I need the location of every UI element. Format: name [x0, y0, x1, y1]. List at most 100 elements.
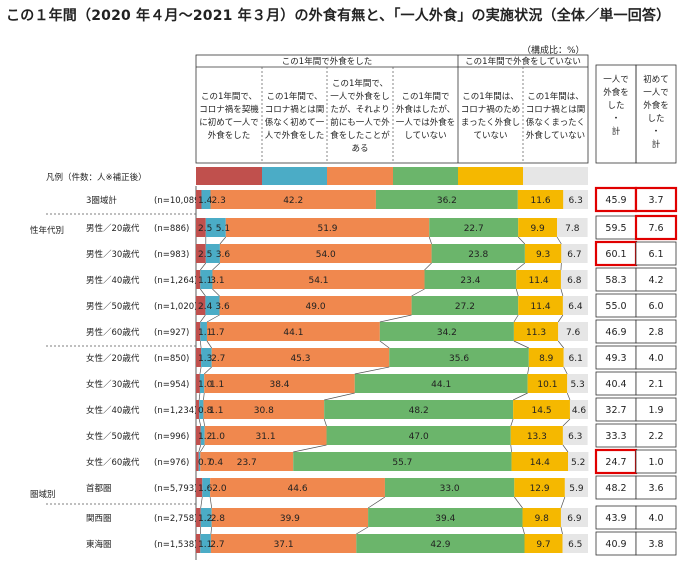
sum2-cell [635, 371, 677, 396]
segment-connector [516, 262, 526, 271]
bar-segment-2 [205, 218, 226, 237]
bar-segment-5 [518, 296, 563, 315]
bar-segment-1 [196, 190, 202, 209]
header-category-5-line: コロナ禍のため [461, 104, 521, 115]
unit-note: （構成比：%） [522, 46, 585, 56]
sum2-cell [635, 423, 677, 448]
data-label: 2.3 [211, 196, 225, 206]
legend-swatch-5 [458, 167, 523, 185]
header-category-3-line: 一人で外食をし [330, 91, 390, 102]
data-label: 11.4 [531, 302, 551, 312]
segment-connector [198, 392, 201, 401]
data-label: 27.2 [455, 302, 475, 312]
bar-segment-4 [389, 348, 529, 367]
bar-segment-1 [196, 270, 201, 289]
data-label: 1.7 [210, 328, 224, 338]
row-label: 3圏域計 [86, 195, 117, 206]
segment-connector [212, 262, 221, 271]
sum2-cell [635, 267, 677, 292]
sum2-value: 1.9 [648, 405, 663, 416]
data-label: 12.9 [530, 484, 550, 494]
group-label-sex-age: 性年代別 [30, 225, 64, 236]
data-label: 38.4 [269, 380, 289, 390]
row-n: (n=1,020) [154, 302, 197, 312]
bar-segment-5 [527, 374, 568, 393]
segment-connector [513, 314, 519, 323]
header-group-not-ate-out: この1年間で外食をしていない [465, 56, 581, 67]
legend-swatch-2 [262, 167, 327, 185]
segment-connector [198, 418, 202, 427]
sum2-cell [635, 449, 677, 474]
header-category-5-line: この1年間は、 [462, 91, 518, 102]
segment-connector [510, 418, 514, 427]
bar-segment-6 [563, 190, 588, 209]
data-label: 5.2 [571, 458, 585, 468]
bar-segment-6 [561, 244, 588, 263]
sum2-header-box [635, 64, 677, 164]
bar-segment-5 [511, 452, 569, 471]
header-category-6-line: この1年間は、 [527, 91, 583, 102]
sum2-cell [634, 186, 678, 213]
segment-connector [219, 236, 227, 245]
bar-segment-1 [196, 218, 206, 237]
data-label: 54.0 [316, 250, 336, 260]
legend-swatch-1 [196, 167, 262, 185]
row-n: (n=927) [154, 328, 189, 338]
data-label: 1.1 [210, 380, 224, 390]
bar-segment-4 [293, 452, 512, 471]
bar-segment-6 [568, 452, 589, 471]
data-label: 6.5 [568, 540, 582, 550]
bar-segment-1 [196, 534, 201, 553]
bar-segment-6 [560, 508, 588, 527]
segment-connector [515, 288, 519, 297]
sum2-value: 2.1 [648, 379, 663, 390]
bar-segment-4 [411, 296, 519, 315]
data-label: 6.1 [568, 354, 582, 364]
bar-segment-5 [518, 218, 558, 237]
sum2-cell [634, 214, 678, 241]
bar-segment-5 [514, 478, 565, 497]
header-category-1-line: に初めて一人で [199, 117, 259, 128]
segment-connector [200, 314, 206, 323]
header-category-5-line: ていない [473, 131, 507, 141]
data-label: 2.0 [212, 484, 227, 494]
sum1-value: 60.1 [605, 249, 626, 260]
header-category-1-line: コロナ禍を契機 [199, 104, 259, 115]
header-category-3-line: ある [351, 144, 368, 154]
sum1-value: 40.9 [605, 539, 626, 550]
legend-swatch-4 [393, 167, 458, 185]
bar-segment-2 [200, 270, 213, 289]
segment-connector [203, 418, 205, 427]
data-label: 0.4 [209, 458, 224, 468]
bar-segment-6 [560, 270, 588, 289]
sum2-value: 6.1 [648, 249, 663, 260]
bar-segment-4 [384, 478, 515, 497]
sum2-cell [635, 293, 677, 318]
data-label: 1.1 [209, 406, 223, 416]
segment-connector [424, 262, 432, 271]
sum2-value: 3.7 [648, 195, 663, 206]
segment-connector [556, 236, 562, 245]
sum2-value: 7.6 [648, 223, 663, 234]
bar-segment-2 [201, 190, 211, 209]
bar-segment-4 [354, 374, 528, 393]
segment-connector [203, 392, 205, 401]
sum2-header-line: 計 [652, 139, 661, 150]
data-label: 9.7 [536, 540, 550, 550]
data-label: 2.5 [198, 224, 212, 234]
bar-segment-6 [564, 478, 588, 497]
segment-connector [209, 496, 213, 509]
bar-segment-5 [524, 534, 563, 553]
data-label: 6.3 [568, 432, 582, 442]
sum2-value: 6.0 [648, 301, 663, 312]
bar-segment-1 [196, 322, 201, 341]
bar-segment-3 [219, 244, 432, 263]
sum2-value: 1.0 [648, 457, 663, 468]
segment-connector [560, 496, 566, 509]
segment-connector [560, 288, 564, 297]
bar-segment-1 [196, 348, 202, 367]
sum2-value: 4.0 [648, 353, 663, 364]
data-label: 11.6 [531, 196, 551, 206]
header-category-6-line: コロナ禍とは関 [526, 104, 586, 115]
data-label: 0.8 [198, 406, 213, 416]
